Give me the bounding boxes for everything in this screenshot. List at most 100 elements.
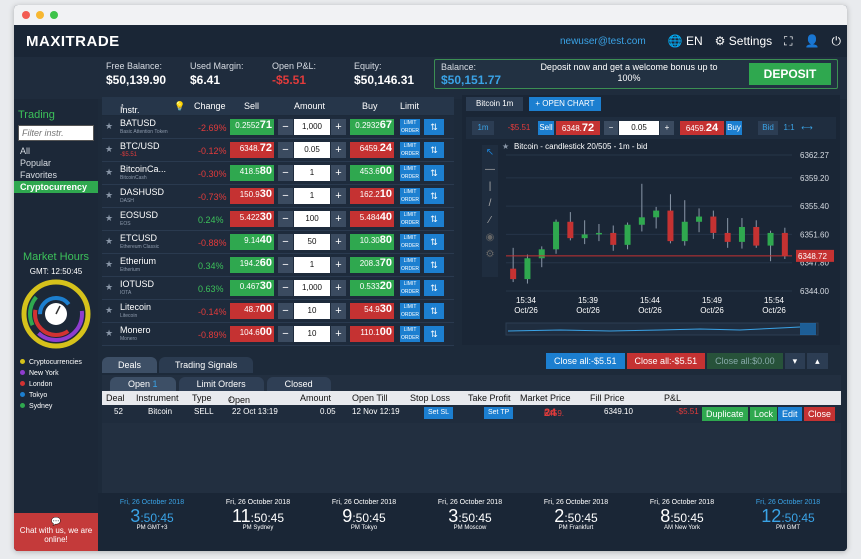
star-icon[interactable]: ★ <box>105 167 114 177</box>
close-window-icon[interactable] <box>22 11 30 19</box>
chat-button[interactable]: 💬 Chat with us, we are online! <box>14 513 98 551</box>
power-icon[interactable]: ⏻ <box>831 33 842 48</box>
amount-field[interactable]: 1 <box>294 257 330 273</box>
amount-field[interactable]: 1 <box>294 188 330 204</box>
set-sl-button[interactable]: Set SL <box>424 407 454 419</box>
amount-minus[interactable]: − <box>278 211 293 227</box>
sell-price-button[interactable]: 194.260 <box>230 257 274 273</box>
sell-price-button[interactable]: 0.46730 <box>230 280 274 296</box>
sell-price-button[interactable]: 48.700 <box>230 303 274 319</box>
tab-trading-signals[interactable]: Trading Signals <box>159 357 254 373</box>
col-take-profit[interactable]: Take Profit <box>468 393 511 403</box>
sell-price-button[interactable]: 0.255271 <box>230 119 274 135</box>
amount-minus[interactable]: − <box>278 165 293 181</box>
col-deal[interactable]: Deal <box>106 393 125 403</box>
col-market-price[interactable]: Market Price <box>520 393 571 403</box>
list-item[interactable]: ★ DASHUSD DASH -0.73% 150.930−1 +162.210 LIMIT… <box>102 185 454 208</box>
sidebar-item-cryptocurrency[interactable]: Cryptocurrency <box>14 181 98 193</box>
star-icon[interactable]: ★ <box>105 236 114 246</box>
star-icon[interactable]: ★ <box>105 305 114 315</box>
vertical-line-icon[interactable]: | <box>488 181 492 192</box>
user-email[interactable]: newuser@test.com <box>559 35 646 47</box>
list-item[interactable]: ★ IOTUSD IOTA 0.63% 0.46730−1,000 +0.53320 LIM… <box>102 277 454 300</box>
chart-sell-label[interactable]: Sell <box>538 121 554 135</box>
sell-price-button[interactable]: 418.580 <box>230 165 274 181</box>
alert-icon[interactable]: ⇅ <box>424 326 444 342</box>
minimize-window-icon[interactable] <box>36 11 44 19</box>
settings-button[interactable]: ⚙ Settings <box>714 34 773 48</box>
amount-field[interactable]: 100 <box>294 211 330 227</box>
alert-icon[interactable]: ⇅ <box>424 211 444 227</box>
sell-price-button[interactable]: 9.1440 <box>230 234 274 250</box>
sell-price-button[interactable]: 5.42230 <box>230 211 274 227</box>
fullscreen-icon[interactable]: ⛶ <box>784 33 793 48</box>
limit-order-button[interactable]: LIMIT ORDER <box>400 280 420 296</box>
set-tp-button[interactable]: Set TP <box>484 407 514 419</box>
open-chart-button[interactable]: + OPEN CHART <box>529 97 601 111</box>
buy-price-button[interactable]: 162.210 <box>350 188 394 204</box>
amount-field[interactable]: 50 <box>294 234 330 250</box>
chevron-up-icon[interactable]: ▴ <box>807 353 828 369</box>
star-icon[interactable]: ★ <box>105 328 114 338</box>
col-pl[interactable]: P&L <box>664 393 682 403</box>
eye-icon[interactable]: ◉ <box>485 232 495 243</box>
bid-select[interactable]: Bid <box>758 121 778 135</box>
chart-qty-minus[interactable]: − <box>604 121 618 135</box>
amount-plus[interactable]: + <box>331 142 346 158</box>
chevron-down-icon[interactable]: ▾ <box>784 353 806 369</box>
expand-icon[interactable]: ⟷ <box>801 123 813 132</box>
alert-icon[interactable]: ⇅ <box>424 257 444 273</box>
col-type[interactable]: Type <box>192 393 212 403</box>
col-amount[interactable]: Amount <box>300 393 332 403</box>
header-instr[interactable]: Instr. ↑ <box>120 101 140 115</box>
buy-price-button[interactable]: 453.600 <box>350 165 394 181</box>
ray-icon[interactable]: ⁄ <box>489 215 491 226</box>
alert-icon[interactable]: ⇅ <box>424 303 444 319</box>
sell-price-button[interactable]: 150.930 <box>230 188 274 204</box>
amount-minus[interactable]: − <box>278 119 293 135</box>
amount-field[interactable]: 1,000 <box>294 119 330 135</box>
list-item[interactable]: ★ ETCUSD Ethereum Classic -0.88% 9.1440−50 +1… <box>102 231 454 254</box>
limit-order-button[interactable]: LIMIT ORDER <box>400 234 420 250</box>
limit-order-button[interactable]: LIMIT ORDER <box>400 165 420 181</box>
cursor-icon[interactable]: ↖ <box>485 147 495 158</box>
chart-qty-field[interactable]: 0.05 <box>619 121 659 135</box>
amount-plus[interactable]: + <box>331 119 346 135</box>
tab-deals[interactable]: Deals <box>102 357 158 373</box>
subtab-limit-orders[interactable]: Limit Orders <box>178 377 264 391</box>
amount-minus[interactable]: − <box>278 234 293 250</box>
col-open-till[interactable]: Open Till <box>352 393 388 403</box>
amount-plus[interactable]: + <box>331 257 346 273</box>
magnet-icon[interactable]: ⚙ <box>485 249 495 260</box>
sell-price-button[interactable]: 6348.72 <box>230 142 274 158</box>
maximize-window-icon[interactable] <box>50 11 58 19</box>
col-stop-loss[interactable]: Stop Loss <box>410 393 451 403</box>
filter-input[interactable] <box>18 125 94 141</box>
close-all-profit-button[interactable]: Close all:$0.00 <box>707 353 783 369</box>
language-selector[interactable]: 🌐 EN <box>667 34 703 48</box>
table-row[interactable]: 52 Bitcoin SELL 22 Oct 13:19 0.05 12 Nov… <box>102 405 841 423</box>
amount-minus[interactable]: − <box>278 142 293 158</box>
list-item[interactable]: ★ EOSUSD EOS 0.24% 5.42230−100 +5.48440 LIMIT O… <box>102 208 454 231</box>
amount-plus[interactable]: + <box>331 234 346 250</box>
star-icon[interactable]: ★ <box>105 282 114 292</box>
limit-order-button[interactable]: LIMIT ORDER <box>400 188 420 204</box>
star-icon[interactable]: ★ <box>105 190 114 200</box>
candlestick-chart[interactable]: ★ Bitcoin - candlestick 20/505 - 1m - bid… <box>500 141 840 341</box>
buy-price-button[interactable]: 208.370 <box>350 257 394 273</box>
list-item[interactable]: ★ Monero Monero -0.89% 104.600−10 +110.100 LIM… <box>102 323 454 346</box>
buy-price-button[interactable]: 5.48440 <box>350 211 394 227</box>
amount-plus[interactable]: + <box>331 188 346 204</box>
list-item[interactable]: ★ BATUSD Basic Attention Token -2.69% 0.2552… <box>102 116 454 139</box>
chart-buy-label[interactable]: Buy <box>726 121 742 135</box>
chart-buy-price[interactable]: 6459.24 <box>680 121 724 135</box>
col-fill-price[interactable]: Fill Price <box>590 393 625 403</box>
alert-icon[interactable]: ⇅ <box>424 234 444 250</box>
list-item[interactable]: ★ BitcoinCa... BitcoinCash -0.30% 418.580−1 +… <box>102 162 454 185</box>
chart-sell-price[interactable]: 6348.72 <box>556 121 600 135</box>
bulb-icon[interactable]: 💡 <box>174 101 186 111</box>
amount-plus[interactable]: + <box>331 165 346 181</box>
list-item[interactable]: ★ Etherium Etherium 0.34% 194.260−1 +208.370 L… <box>102 254 454 277</box>
amount-minus[interactable]: − <box>278 188 293 204</box>
limit-order-button[interactable]: LIMIT ORDER <box>400 142 420 158</box>
